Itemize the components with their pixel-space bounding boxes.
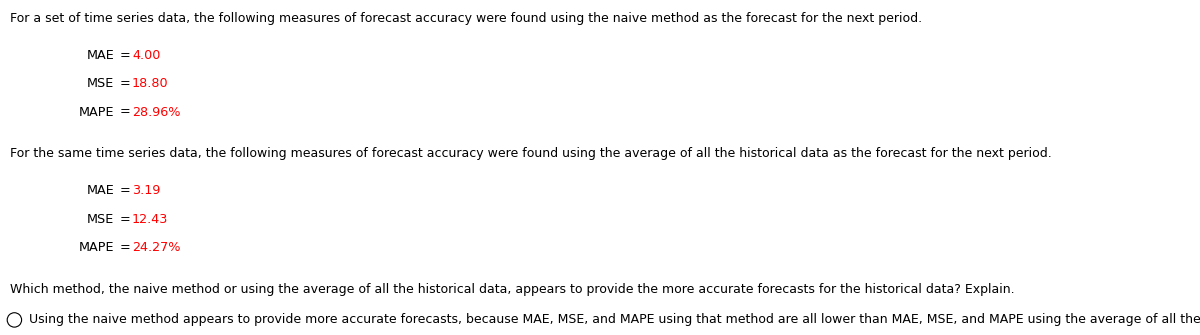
Text: =: =: [120, 77, 131, 90]
Text: MAPE: MAPE: [78, 106, 114, 119]
Text: 4.00: 4.00: [132, 49, 161, 62]
Text: 28.96%: 28.96%: [132, 106, 180, 119]
Text: =: =: [120, 49, 131, 62]
Text: MSE: MSE: [86, 77, 114, 90]
Text: 12.43: 12.43: [132, 213, 168, 226]
Text: 24.27%: 24.27%: [132, 241, 180, 254]
Text: =: =: [120, 241, 131, 254]
Text: =: =: [120, 184, 131, 197]
Text: For the same time series data, the following measures of forecast accuracy were : For the same time series data, the follo…: [10, 147, 1051, 160]
Text: =: =: [120, 213, 131, 226]
Text: =: =: [120, 106, 131, 119]
Text: 18.80: 18.80: [132, 77, 169, 90]
Text: MAE: MAE: [86, 49, 114, 62]
Text: Which method, the naive method or using the average of all the historical data, : Which method, the naive method or using …: [10, 283, 1014, 296]
Text: MAE: MAE: [86, 184, 114, 197]
Text: MSE: MSE: [86, 213, 114, 226]
Text: For a set of time series data, the following measures of forecast accuracy were : For a set of time series data, the follo…: [10, 12, 922, 25]
Text: Using the naive method appears to provide more accurate forecasts, because MAE, : Using the naive method appears to provid…: [29, 313, 1200, 326]
Text: 3.19: 3.19: [132, 184, 161, 197]
Text: MAPE: MAPE: [78, 241, 114, 254]
